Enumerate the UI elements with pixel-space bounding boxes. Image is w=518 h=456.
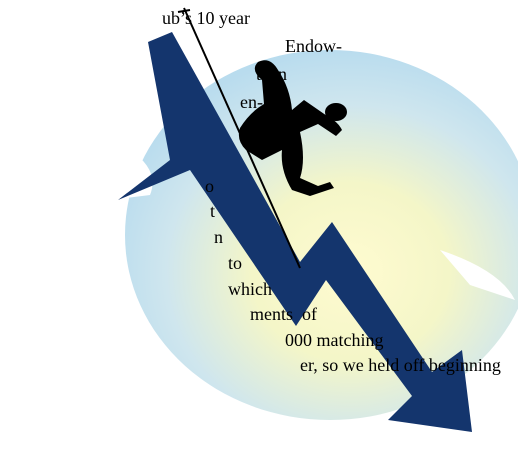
text-line: t [210,201,215,221]
text-line: n [214,227,223,247]
page: {"text_lines": ["ub’s 10 year", "Endow-"… [0,0,518,456]
text-line: ments of [250,304,317,324]
text-line: to [228,253,242,273]
text-line: than [256,64,287,84]
text-line: en- [240,92,263,112]
text-line: 000 matching [285,330,383,350]
text-line: o [205,176,214,196]
text-line: which [228,279,272,299]
text-line: er, so we held off beginning [300,355,501,375]
text-line: ub’s 10 year [162,8,250,28]
text-line: Endow- [285,36,342,56]
skier-head [325,103,347,121]
